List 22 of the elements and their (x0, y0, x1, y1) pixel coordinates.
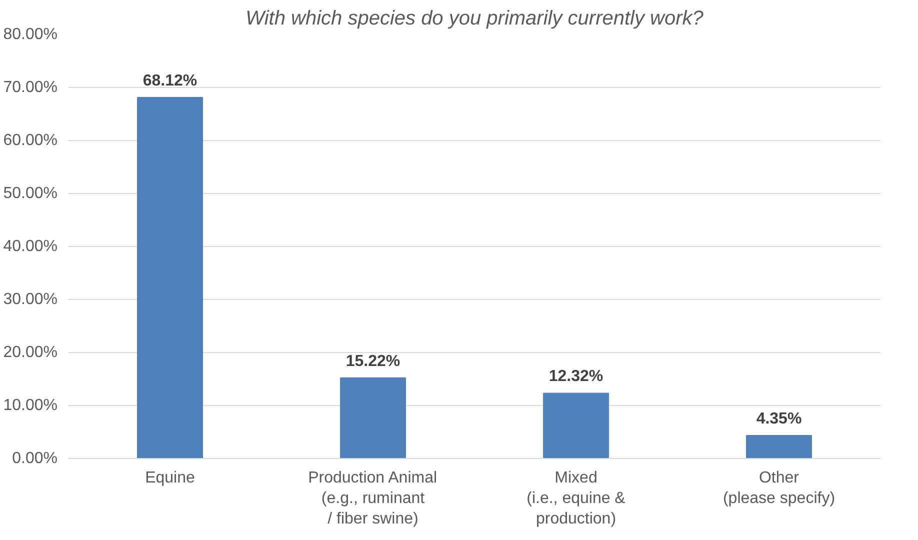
y-tick-label: 60.00% (3, 132, 58, 149)
x-tick-label: Production Animal (e.g., ruminant / fiber swine) (308, 470, 438, 528)
bar (340, 377, 406, 458)
y-tick-label: 30.00% (3, 291, 58, 308)
data-label: 15.22% (346, 352, 400, 370)
x-tick-label: Equine (145, 470, 196, 486)
y-tick-label: 80.00% (3, 26, 58, 43)
bar (746, 434, 812, 458)
y-tick-label: 40.00% (3, 238, 58, 255)
y-tick-label: 50.00% (3, 185, 58, 202)
y-tick-label: 0.00% (12, 450, 58, 467)
x-tick-label: Mixed (i.e., equine & production) (526, 470, 626, 528)
data-label: 4.35% (756, 410, 802, 428)
y-tick-label: 70.00% (3, 79, 58, 96)
y-tick-label: 10.00% (3, 397, 58, 414)
data-label: 68.12% (142, 72, 198, 90)
x-tick-label: Other (please specify) (722, 470, 836, 507)
chart-title: With which species do you primarily currently work? (246, 8, 704, 30)
bar (137, 96, 203, 458)
data-label: 12.32% (548, 368, 604, 386)
y-tick-label: 20.00% (3, 344, 58, 361)
bar (543, 392, 609, 458)
